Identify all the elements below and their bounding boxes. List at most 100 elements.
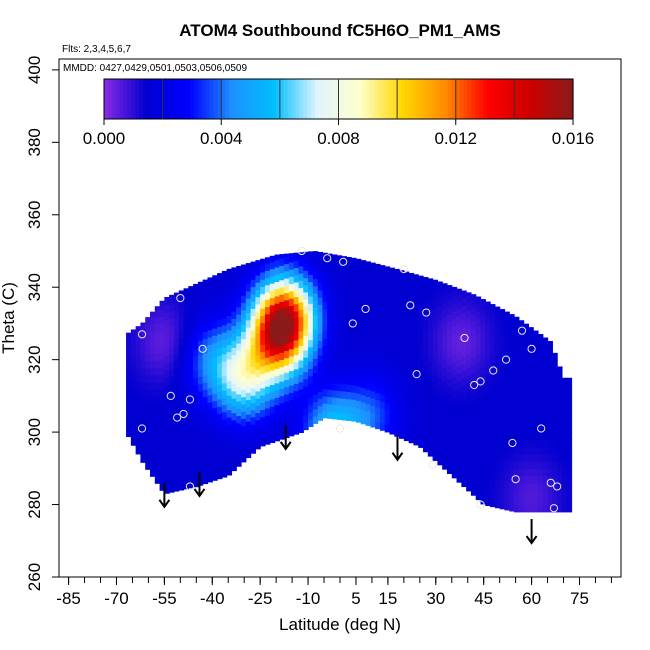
field-cell <box>312 307 319 316</box>
field-cell <box>490 434 496 442</box>
field-cell <box>303 299 309 307</box>
field-cell <box>241 403 247 412</box>
field-cell <box>126 349 132 358</box>
field-cell <box>379 343 386 352</box>
field-cell <box>145 338 151 347</box>
field-cell <box>470 400 477 409</box>
field-cell <box>207 445 213 454</box>
field-cell <box>442 331 448 340</box>
field-cell <box>408 272 415 277</box>
field-cell <box>241 264 247 267</box>
field-cell <box>126 400 132 409</box>
field-cell <box>351 268 357 277</box>
field-cell <box>341 303 347 312</box>
field-cell <box>231 325 237 334</box>
field-cell <box>178 460 185 469</box>
field-cell <box>126 392 132 401</box>
field-cell <box>197 296 204 305</box>
colorbar-segment <box>338 79 344 119</box>
field-cell <box>221 389 228 398</box>
field-cell <box>188 393 194 402</box>
field-cell <box>355 371 362 380</box>
field-cell <box>164 471 170 480</box>
field-cell <box>293 347 300 355</box>
field-cell <box>461 450 467 459</box>
field-cell <box>351 391 357 400</box>
field-cell <box>394 428 400 437</box>
field-cell <box>494 485 501 494</box>
field-cell <box>145 425 151 434</box>
field-cell <box>260 438 266 447</box>
field-cell <box>547 366 553 375</box>
field-cell <box>408 406 415 415</box>
field-cell <box>514 316 520 325</box>
field-cell <box>490 419 496 428</box>
field-cell <box>451 456 458 464</box>
field-cell <box>154 381 161 390</box>
colorbar-segment <box>166 79 172 119</box>
field-cell <box>159 475 165 484</box>
field-cell <box>533 374 539 382</box>
colorbar-segment <box>553 79 558 119</box>
field-cell <box>485 454 491 463</box>
field-cell <box>542 468 549 477</box>
field-cell <box>226 438 233 447</box>
field-cell <box>494 348 501 357</box>
field-cell <box>169 412 175 421</box>
colorbar-segment <box>440 79 445 119</box>
field-cell <box>437 406 443 415</box>
field-cell <box>451 405 458 414</box>
field-cell <box>470 299 477 308</box>
field-cell <box>221 346 228 355</box>
field-cell <box>212 291 218 300</box>
field-cell <box>470 342 477 351</box>
field-cell <box>351 348 357 357</box>
field-cell <box>255 361 261 370</box>
field-cell <box>399 300 405 309</box>
field-cell <box>389 339 395 348</box>
field-cell <box>212 349 218 358</box>
field-cell <box>523 504 529 513</box>
field-cell <box>250 329 256 338</box>
field-cell <box>528 330 534 339</box>
field-cell <box>274 426 280 435</box>
field-cell <box>317 391 324 400</box>
field-cell <box>427 369 434 377</box>
field-cell <box>317 304 324 313</box>
field-cell <box>154 403 161 412</box>
field-cell <box>470 466 477 474</box>
field-cell <box>423 285 429 293</box>
field-cell <box>355 342 362 351</box>
field-cell <box>226 322 233 331</box>
field-cell <box>341 376 347 385</box>
field-cell <box>150 468 156 477</box>
field-cell <box>193 428 199 437</box>
field-cell <box>250 337 256 346</box>
field-cell <box>547 497 553 506</box>
field-cell <box>470 371 477 380</box>
field-cell <box>451 318 458 327</box>
field-cell <box>231 340 237 348</box>
field-cell <box>485 440 491 449</box>
colorbar-segment <box>307 79 312 119</box>
field-cell <box>188 386 194 395</box>
colorbar-tick-label: 0.016 <box>552 129 595 148</box>
field-cell <box>279 257 285 266</box>
field-cell <box>130 329 137 338</box>
field-cell <box>384 359 391 368</box>
field-cell <box>231 267 237 276</box>
field-cell <box>355 400 362 409</box>
field-cell <box>523 468 529 477</box>
field-cell <box>202 287 209 296</box>
field-cell <box>399 278 405 287</box>
field-cell <box>317 268 324 276</box>
field-cell <box>427 278 434 283</box>
field-cell <box>360 278 367 287</box>
field-cell <box>308 368 314 377</box>
field-cell <box>437 399 443 408</box>
field-cell <box>260 416 266 425</box>
colorbar-segment <box>436 79 441 119</box>
field-cell <box>461 421 467 430</box>
field-cell <box>274 390 280 398</box>
colorbar-segment <box>475 79 480 119</box>
